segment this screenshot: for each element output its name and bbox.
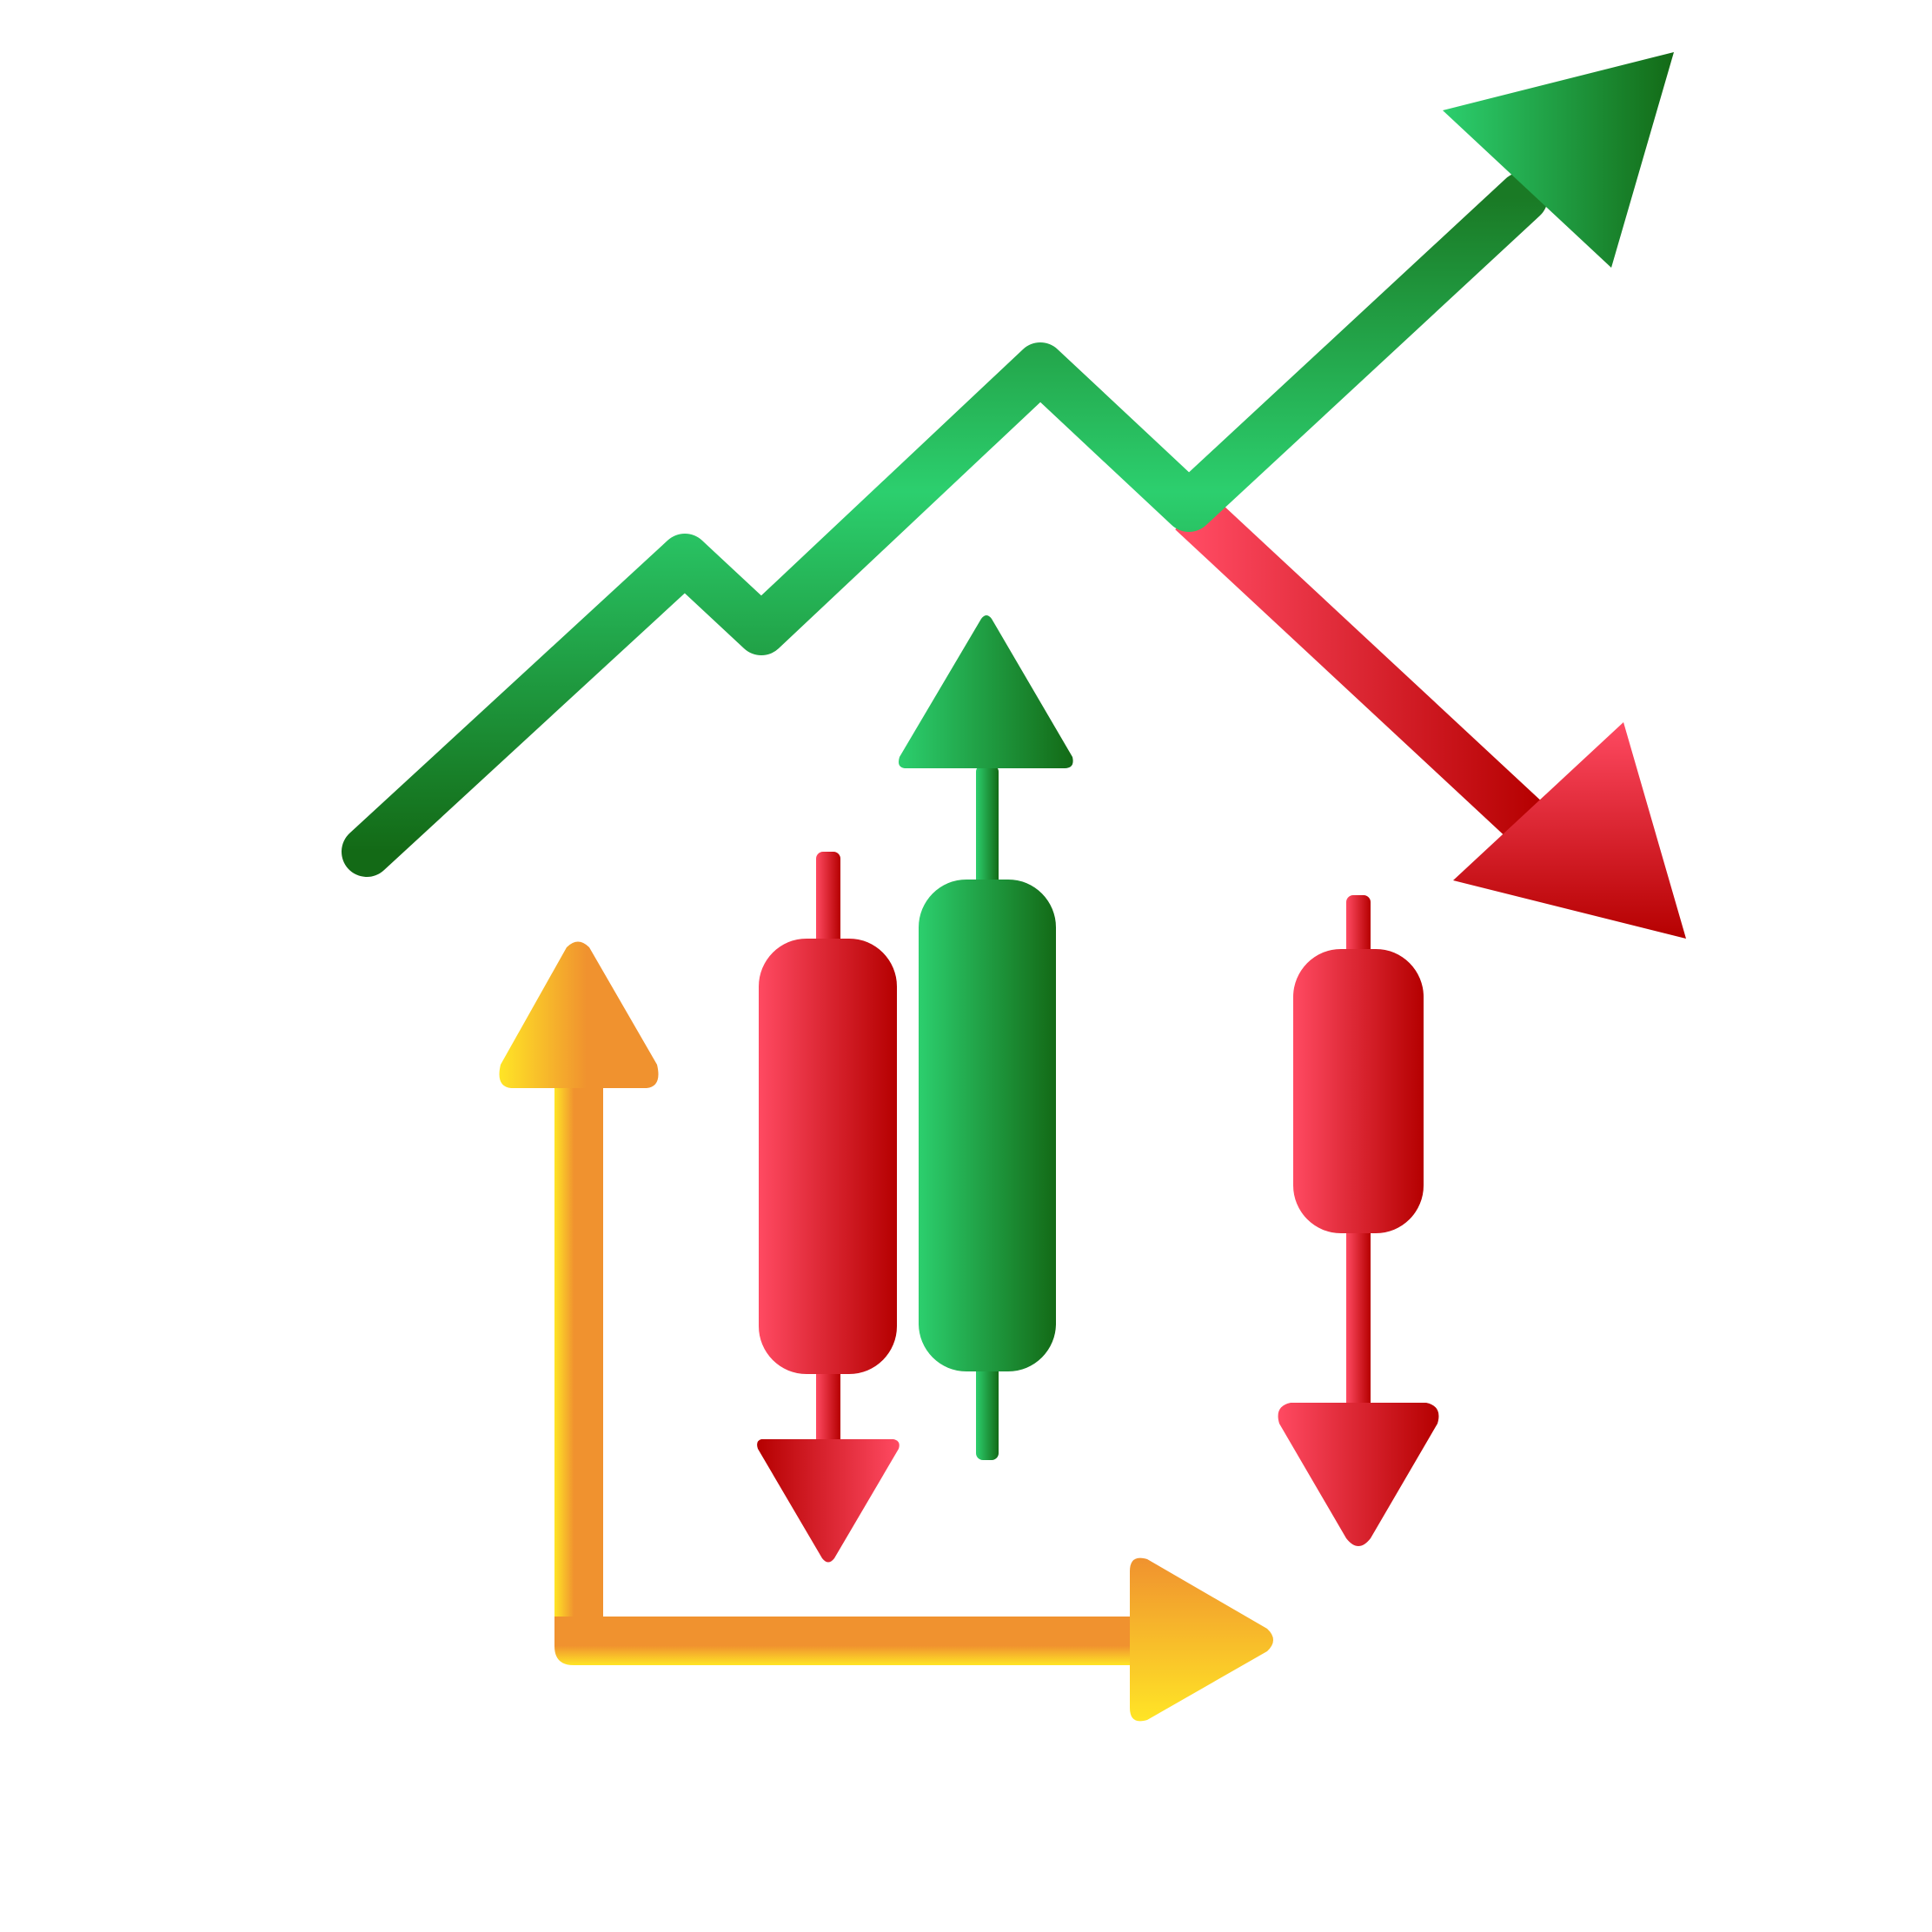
- candlestick-bearish-icon: [1278, 895, 1439, 1546]
- candlestick-bullish-icon: [899, 615, 1073, 1460]
- trend-line-up-icon: [342, 52, 1674, 877]
- trend-line-down-icon: [1175, 492, 1686, 939]
- candlestick-bearish-icon: [757, 852, 900, 1563]
- axis-arrows-icon: [499, 941, 1273, 1722]
